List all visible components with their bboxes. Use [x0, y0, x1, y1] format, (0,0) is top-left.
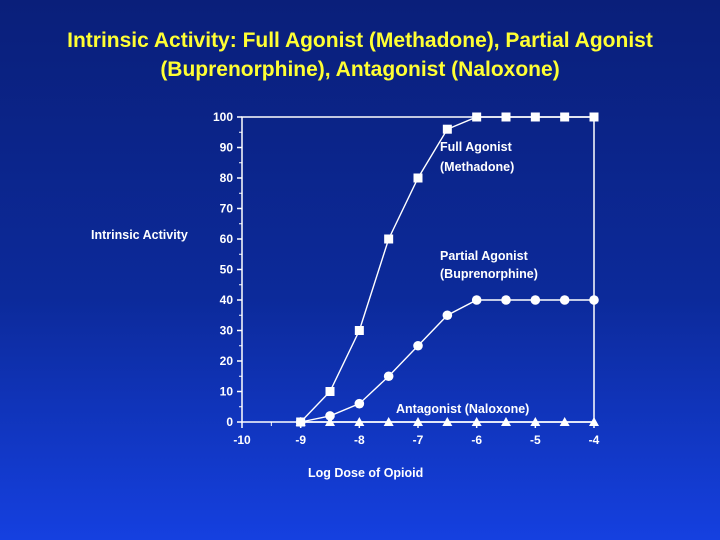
- triangle-marker: [413, 417, 423, 426]
- y-tick-label: 40: [220, 293, 234, 307]
- y-tick-label: 90: [220, 141, 234, 155]
- x-tick-label: -4: [589, 433, 600, 447]
- x-tick-label: -9: [295, 433, 306, 447]
- y-tick-label: 50: [220, 263, 234, 277]
- y-tick-label: 100: [213, 110, 233, 124]
- x-tick-label: -8: [354, 433, 365, 447]
- plot-border: [241, 116, 595, 423]
- y-axis-label: Intrinsic Activity: [91, 228, 188, 242]
- square-marker: [560, 112, 570, 122]
- circle-marker: [442, 310, 453, 321]
- square-marker: [589, 112, 599, 122]
- triangle-marker: [530, 417, 541, 426]
- square-marker: [501, 112, 511, 122]
- y-tick-label: 80: [220, 171, 234, 185]
- label-layer: Intrinsic Activity Log Dose of Opioid Fu…: [91, 140, 538, 480]
- slide-title: Intrinsic Activity: Full Agonist (Methad…: [0, 26, 720, 84]
- square-marker: [354, 326, 364, 335]
- triangle-marker: [589, 417, 599, 426]
- circle-marker: [559, 295, 570, 305]
- circle-marker: [325, 411, 335, 421]
- triangle-marker: [295, 417, 306, 426]
- title-line-1: Intrinsic Activity: Full Agonist (Methad…: [67, 29, 653, 52]
- x-tick-label: -7: [413, 433, 424, 447]
- y-tick-label: 60: [220, 232, 234, 246]
- square-marker: [325, 387, 335, 396]
- series-label-full-agonist-1: Full Agonist: [440, 140, 513, 154]
- circle-marker: [354, 398, 365, 409]
- y-tick-label: 0: [226, 415, 233, 429]
- x-axis-label: Log Dose of Opioid: [308, 466, 423, 480]
- series-label-antagonist: Antagonist (Naloxone): [396, 402, 529, 416]
- y-tick-label: 20: [220, 354, 234, 368]
- y-tick-label: 30: [220, 324, 234, 338]
- circle-marker: [471, 295, 482, 305]
- circle-marker: [413, 340, 423, 351]
- circle-marker: [383, 371, 394, 382]
- triangle-marker: [471, 417, 482, 426]
- triangle-marker: [325, 417, 335, 426]
- square-marker: [472, 112, 482, 122]
- circle-marker: [589, 295, 599, 305]
- series-label-partial-agonist-2: (Buprenorphine): [440, 267, 538, 281]
- series-label-full-agonist-2: (Methadone): [440, 160, 514, 174]
- axes: 0 10 20 30 40 50 60 70 80 90 100 -10 -9 -8 -7 -6 -5 -4: [213, 110, 600, 447]
- triangle-marker: [354, 417, 365, 426]
- triangle-marker: [559, 417, 570, 426]
- square-marker: [384, 234, 394, 244]
- circle-marker: [501, 295, 511, 305]
- y-tick-label: 10: [220, 385, 234, 399]
- series-label-partial-agonist-1: Partial Agonist: [440, 249, 529, 263]
- title-line-2: (Buprenorphine), Antagonist (Naloxone): [160, 58, 560, 81]
- triangle-marker: [501, 417, 511, 426]
- x-tick-label: -10: [233, 433, 251, 447]
- square-marker: [442, 124, 452, 134]
- triangle-marker: [442, 417, 453, 426]
- x-tick-label: -6: [471, 433, 482, 447]
- square-marker: [530, 112, 540, 122]
- square-marker: [413, 173, 423, 183]
- circle-marker: [530, 295, 541, 305]
- x-tick-label: -5: [530, 433, 541, 447]
- triangle-marker: [383, 417, 394, 426]
- plot-frame: [241, 116, 595, 423]
- series-layer: [295, 112, 599, 427]
- y-tick-label: 70: [220, 202, 234, 216]
